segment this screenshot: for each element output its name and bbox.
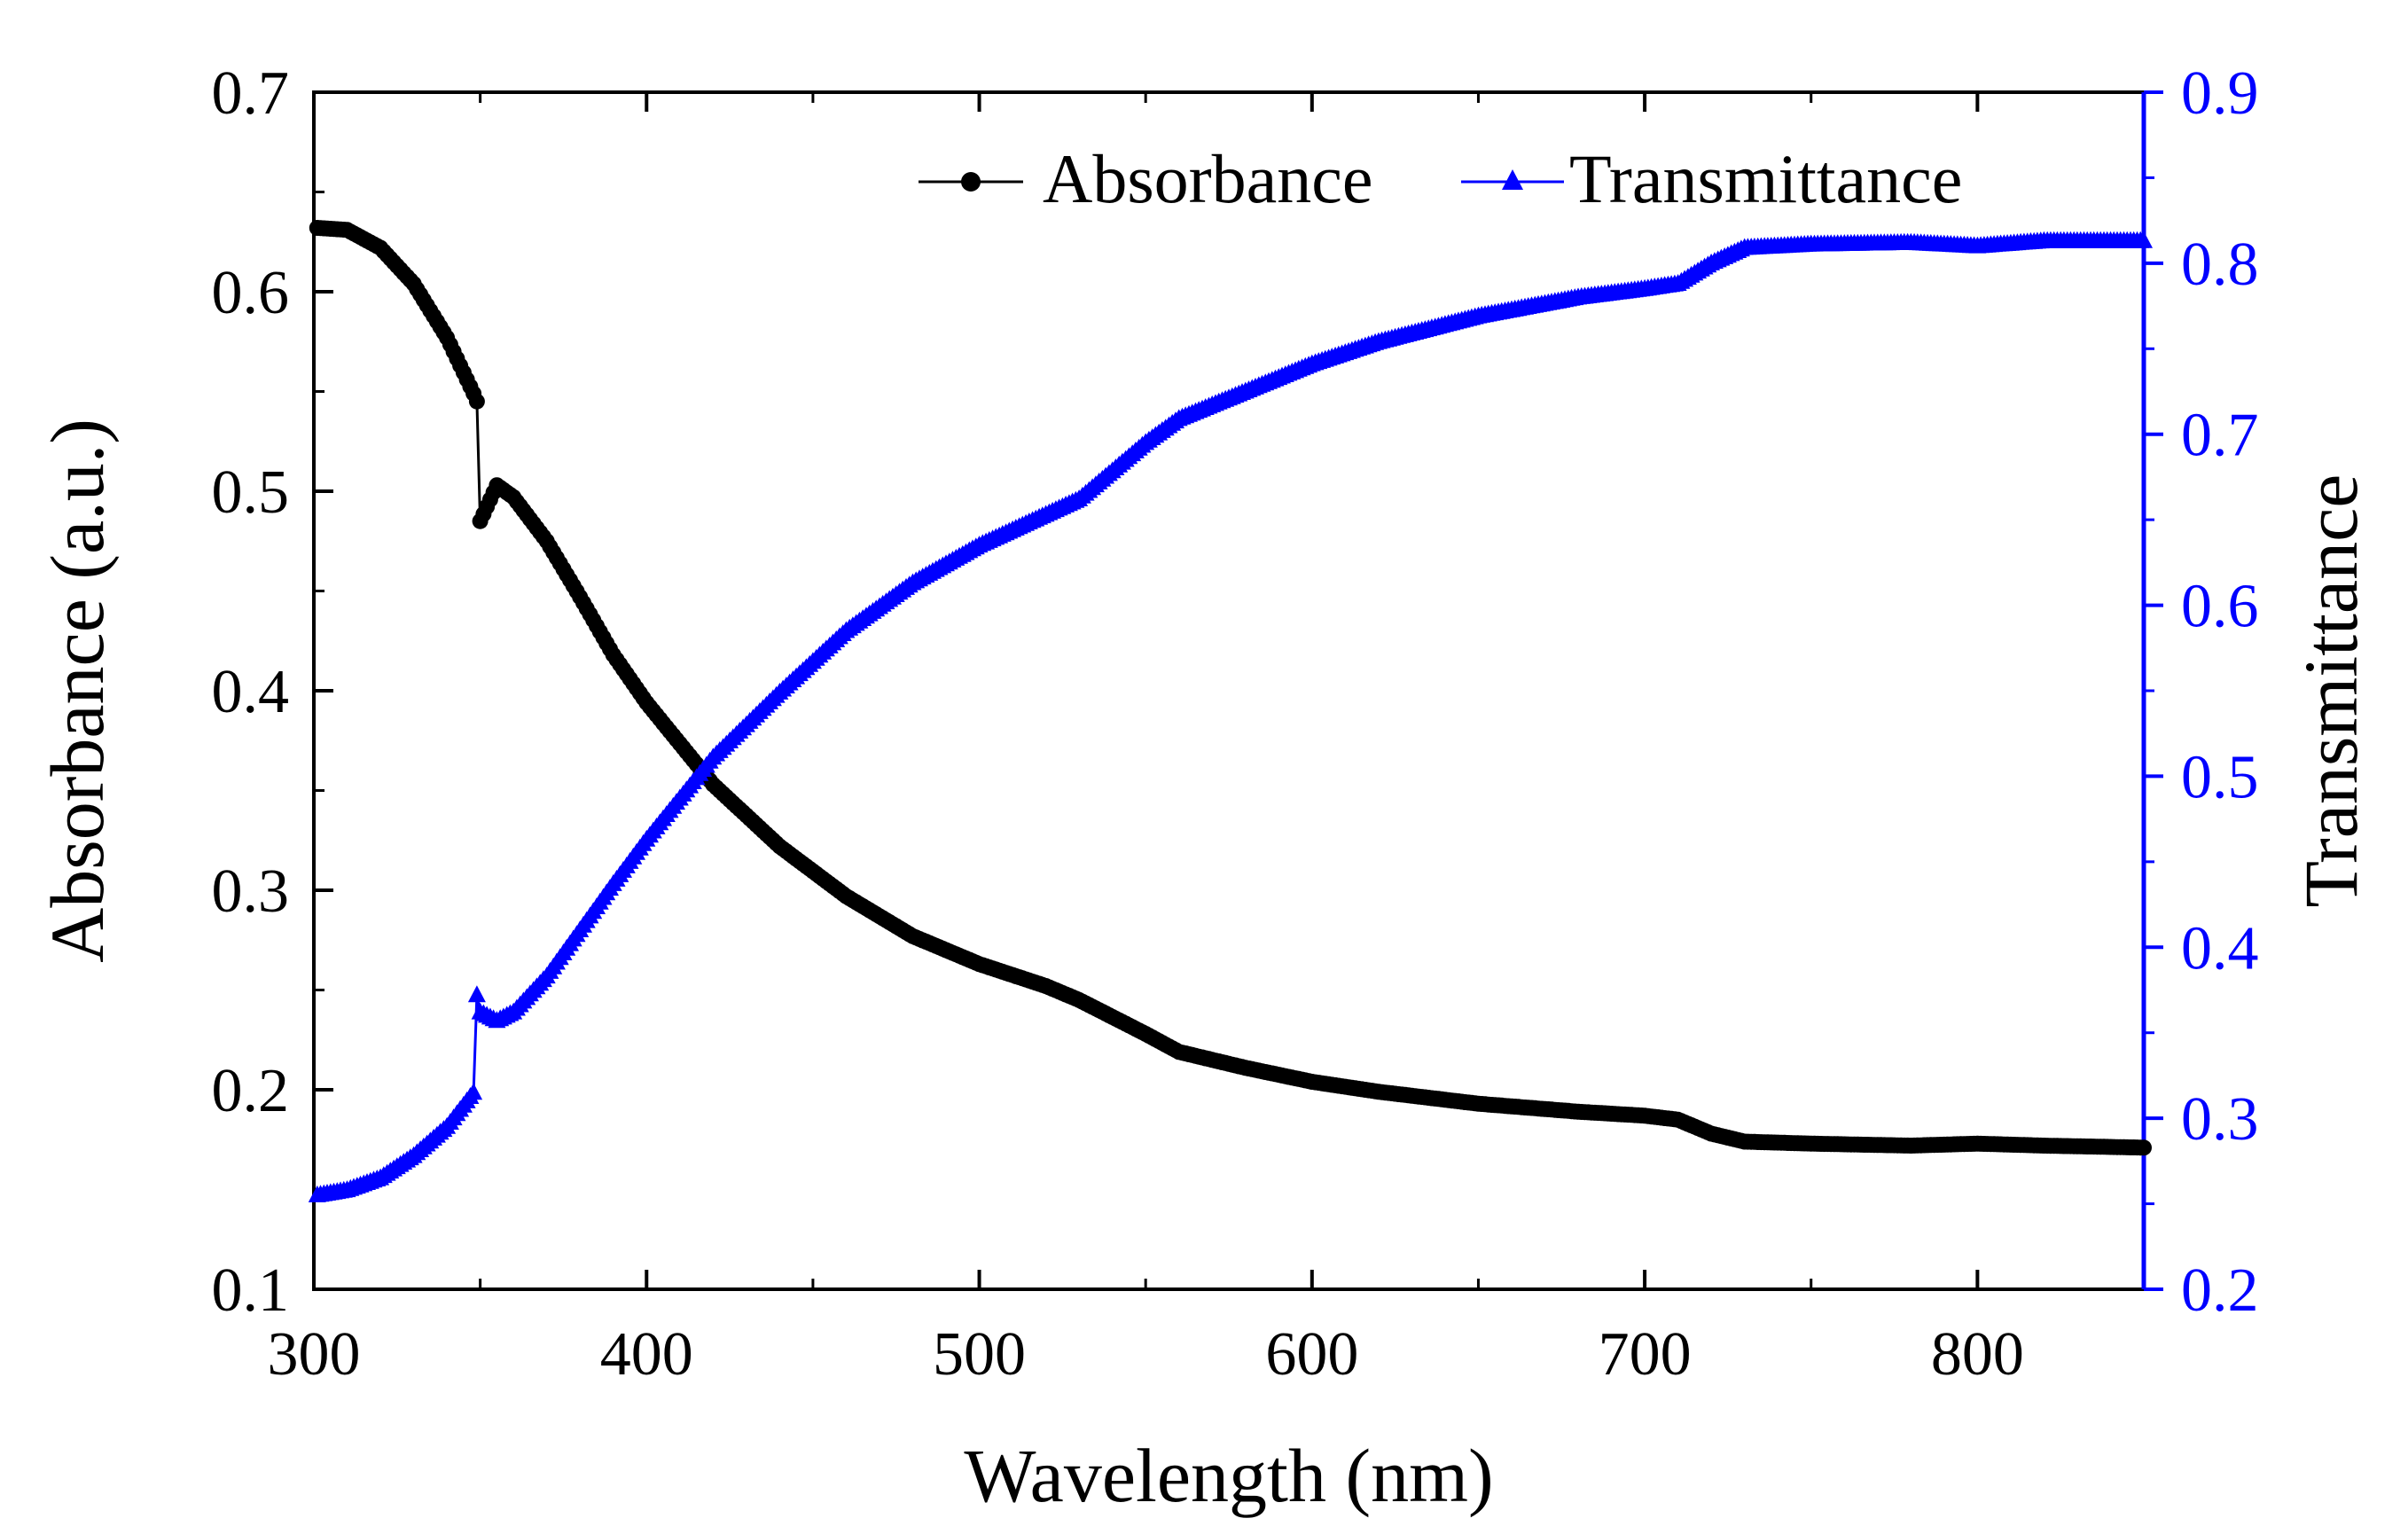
legend: Absorbance Transmittance xyxy=(919,140,1962,217)
left-tick-label: 0.7 xyxy=(212,59,290,128)
x-tick-label: 300 xyxy=(268,1320,361,1389)
transmittance-point xyxy=(467,985,486,1003)
left-tick-label: 0.4 xyxy=(212,658,290,726)
left-axis-ticks: 0.1 0.2 0.3 0.4 0.5 0.6 0.7 xyxy=(212,59,333,1325)
right-tick-label: 0.7 xyxy=(2181,402,2259,470)
x-tick-label: 700 xyxy=(1599,1320,1692,1389)
legend-absorbance-marker xyxy=(961,172,981,192)
left-tick-label: 0.3 xyxy=(212,857,290,926)
x-tick-label: 500 xyxy=(933,1320,1026,1389)
legend-transmittance-marker xyxy=(1502,169,1523,190)
right-axis-label: Transmittance xyxy=(2288,474,2373,908)
left-tick-label: 0.5 xyxy=(212,458,290,527)
transmittance-point xyxy=(465,1083,483,1100)
series-absorbance xyxy=(309,220,2152,1156)
legend-transmittance-label: Transmittance xyxy=(1569,140,1962,217)
right-axis-ticks: 0.2 0.3 0.4 0.5 0.6 0.7 0.8 0.9 xyxy=(2144,59,2259,1325)
series-layer xyxy=(308,220,2153,1202)
series-transmittance xyxy=(308,231,2153,1202)
right-tick-label: 0.2 xyxy=(2181,1256,2259,1325)
x-tick-label: 400 xyxy=(600,1320,693,1389)
right-tick-label: 0.5 xyxy=(2181,743,2259,811)
x-tick-label: 800 xyxy=(1931,1320,2024,1389)
right-tick-label: 0.3 xyxy=(2181,1085,2259,1154)
left-tick-label: 0.6 xyxy=(212,259,290,327)
left-axis-label: Absorbance (a.u.) xyxy=(35,419,120,963)
right-tick-label: 0.8 xyxy=(2181,231,2259,299)
absorbance-point xyxy=(468,393,485,410)
left-tick-label: 0.1 xyxy=(212,1256,290,1325)
right-tick-label: 0.6 xyxy=(2181,573,2259,641)
right-tick-label: 0.4 xyxy=(2181,914,2259,982)
x-axis-ticks: 300 400 500 600 700 800 xyxy=(268,92,2024,1389)
right-tick-label: 0.9 xyxy=(2181,59,2259,128)
transmittance-point xyxy=(2135,231,2153,248)
legend-absorbance-label: Absorbance xyxy=(1043,140,1373,217)
absorbance-point xyxy=(2136,1139,2152,1156)
x-axis-label: Wavelength (nm) xyxy=(964,1433,1493,1518)
left-tick-label: 0.2 xyxy=(212,1057,290,1125)
x-tick-label: 600 xyxy=(1265,1320,1358,1389)
